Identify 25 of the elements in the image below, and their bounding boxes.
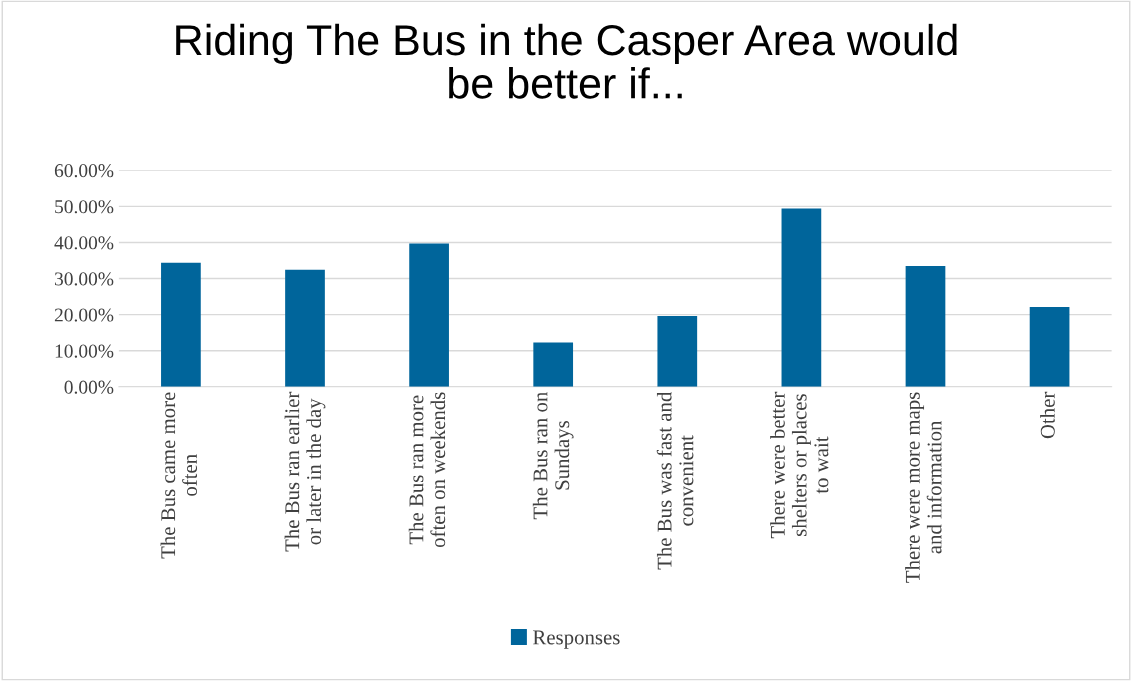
bar: [285, 269, 325, 387]
y-tick-label: 0.00%: [64, 380, 114, 394]
x-tick-label: The Bus ran more often on weekends: [408, 392, 446, 548]
x-tick-label: The Bus ran on Sundays: [532, 391, 574, 520]
y-tick-label: 40.00%: [54, 236, 114, 250]
x-tick-label: There were more maps and information: [905, 392, 942, 583]
x-tick-label: There were better shelters or places to wait: [770, 391, 829, 539]
x-tick-label: The Bus came more often: [160, 392, 198, 559]
y-tick-label: 30.00%: [54, 272, 114, 286]
bar: [161, 262, 201, 387]
bar: [1029, 307, 1070, 387]
bar: [657, 316, 698, 387]
bar: [781, 208, 822, 387]
y-tick-label: 60.00%: [54, 164, 114, 178]
x-tick-label: The Bus ran earlier or later in the day: [284, 391, 326, 552]
bar: [905, 265, 946, 387]
x-tick-label: Other: [1040, 391, 1055, 439]
bar: [409, 243, 449, 387]
y-tick-label: 20.00%: [54, 308, 114, 322]
legend-label: Responses: [533, 630, 620, 649]
chart-title: Riding The Bus in the Casper Area would be better if...: [176, 23, 957, 99]
y-tick-label: 50.00%: [55, 200, 114, 214]
bar: [533, 342, 574, 387]
y-tick-label: 10.00%: [55, 344, 114, 358]
x-tick-label: The Bus was fast and convenient: [656, 391, 694, 570]
